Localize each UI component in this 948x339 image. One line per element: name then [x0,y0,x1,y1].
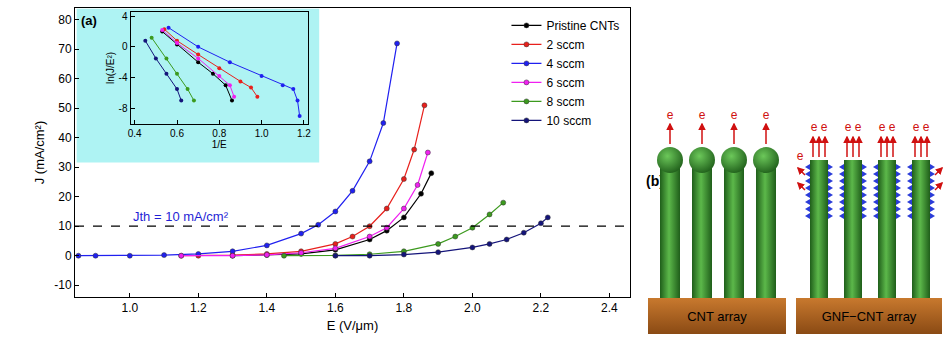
svg-text:Jth = 10 mA/cm²: Jth = 10 mA/cm² [133,209,229,224]
svg-text:2.2: 2.2 [533,301,550,315]
svg-text:1.2: 1.2 [190,301,207,315]
svg-text:0: 0 [122,41,128,52]
svg-text:e: e [797,149,804,163]
svg-text:1.6: 1.6 [327,301,344,315]
svg-text:0: 0 [65,249,72,263]
svg-text:1.8: 1.8 [396,301,413,315]
svg-text:2 sccm: 2 sccm [546,38,584,52]
svg-text:1.0: 1.0 [121,301,138,315]
svg-text:e: e [889,120,896,134]
svg-text:70: 70 [58,42,72,56]
svg-text:1.4: 1.4 [259,301,276,315]
svg-text:80: 80 [58,13,72,27]
svg-text:20: 20 [58,190,72,204]
svg-text:GNF−CNT array: GNF−CNT array [822,309,917,324]
svg-text:J (mA/cm²): J (mA/cm²) [32,121,47,185]
svg-text:e: e [923,120,930,134]
svg-text:1.2: 1.2 [297,128,311,139]
svg-text:CNT array: CNT array [687,309,747,324]
svg-text:ln(J/E²): ln(J/E²) [105,52,116,84]
svg-text:e: e [731,108,738,122]
svg-text:2.4: 2.4 [601,301,618,315]
svg-text:1/E: 1/E [212,139,227,150]
svg-text:4 sccm: 4 sccm [546,57,584,71]
svg-text:e: e [855,120,862,134]
svg-text:Pristine CNTs: Pristine CNTs [546,19,619,33]
svg-text:50: 50 [58,101,72,115]
svg-text:-4: -4 [119,72,128,83]
svg-text:e: e [821,120,828,134]
svg-text:40: 40 [58,131,72,145]
svg-text:e: e [879,120,886,134]
svg-text:6 sccm: 6 sccm [546,76,584,90]
svg-text:E (V/μm): E (V/μm) [327,318,379,333]
svg-text:-8: -8 [119,103,128,114]
svg-text:(b): (b) [646,173,664,189]
svg-text:10: 10 [58,219,72,233]
svg-text:e: e [811,120,818,134]
svg-text:1.0: 1.0 [255,128,269,139]
svg-text:e: e [913,120,920,134]
svg-text:-10: -10 [54,278,72,292]
svg-text:10 sccm: 10 sccm [546,114,591,128]
svg-text:0.4: 0.4 [128,128,142,139]
svg-text:2.0: 2.0 [464,301,481,315]
svg-text:e: e [667,108,674,122]
svg-text:e: e [845,120,852,134]
svg-text:e: e [699,108,706,122]
svg-text:(a): (a) [81,13,97,28]
svg-text:0.6: 0.6 [170,128,184,139]
svg-text:30: 30 [58,160,72,174]
svg-text:8 sccm: 8 sccm [546,95,584,109]
svg-text:0.8: 0.8 [212,128,226,139]
svg-text:60: 60 [58,72,72,86]
svg-text:e: e [763,108,770,122]
svg-text:4: 4 [122,11,128,22]
